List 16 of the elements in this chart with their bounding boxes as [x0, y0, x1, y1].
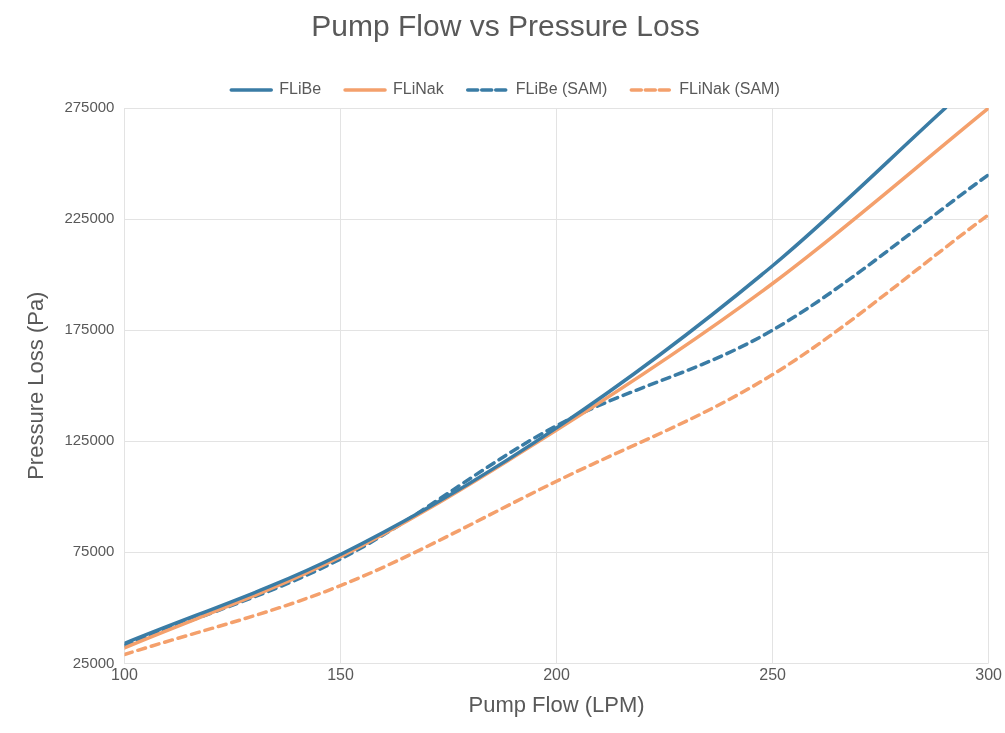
x-axis-title: Pump Flow (LPM) — [468, 691, 645, 717]
y-tick-label: 175000 — [64, 320, 115, 338]
chart-title: Pump Flow vs Pressure Loss — [311, 9, 700, 43]
legend-label: FLiNak (SAM) — [679, 80, 780, 98]
y-axis-title: Pressure Loss (Pa) — [23, 291, 49, 480]
x-tick-label: 250 — [759, 666, 787, 684]
x-tick-label: 300 — [975, 666, 1003, 684]
legend-label: FLiBe (SAM) — [515, 80, 608, 98]
legend-label: FLiBe — [279, 80, 322, 98]
y-tick-label: 225000 — [64, 209, 115, 227]
y-tick-label: 125000 — [64, 431, 115, 449]
x-tick-label: 150 — [327, 666, 354, 684]
x-tick-label: 200 — [543, 666, 570, 684]
y-tick-label: 75000 — [72, 542, 115, 560]
y-tick-label: 275000 — [64, 98, 115, 116]
legend-label: FLiNak — [393, 80, 445, 98]
